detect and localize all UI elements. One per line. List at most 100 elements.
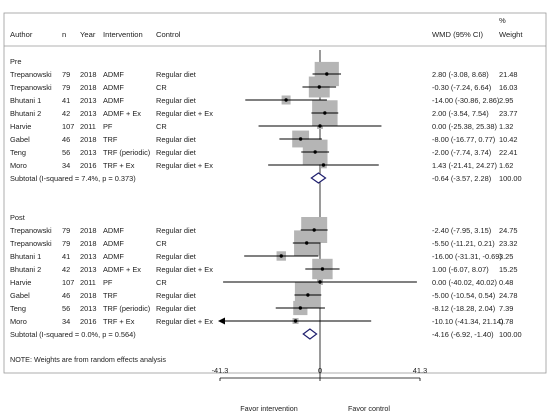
study-control: Regular diet + Ex [156,265,213,274]
study-ci: -0.30 (-7.24, 6.64) [432,83,491,92]
study-intervention: ADMF [103,252,124,261]
study-ci: -5.00 (-10.54, 0.54) [432,291,495,300]
point-estimate [284,98,288,102]
study-weight: 22.41 [499,148,518,157]
study-n: 41 [62,252,70,261]
study-control: Regular diet + Ex [156,317,213,326]
study-n: 46 [62,291,70,300]
subtotal-diamond [310,172,327,184]
study-ci: -8.00 (-16.77, 0.77) [432,135,495,144]
study-weight: 10.42 [499,135,518,144]
study-n: 34 [62,317,70,326]
favor-right-label: Favor control [348,404,390,413]
study-year: 2018 [80,239,96,248]
study-weight: 1.62 [499,161,513,170]
study-ci: -8.12 (-18.28, 2.04) [432,304,495,313]
study-n: 107 [62,122,74,131]
study-year: 2013 [80,252,96,261]
study-weight: 0.48 [499,278,513,287]
study-ci: -10.10 (-41.34, 21.14) [432,317,504,326]
group-label: Post [10,213,25,222]
study-intervention: ADMF + Ex [103,109,141,118]
ci-arrow-left [218,317,225,325]
subtotal-weight: 100.00 [499,330,522,339]
point-estimate [279,254,283,258]
study-author: Bhutani 2 [10,265,41,274]
study-control: Regular diet + Ex [156,161,213,170]
study-year: 2013 [80,96,96,105]
study-author: Moro [10,317,27,326]
point-estimate [317,85,321,89]
labels-layer: Author n Year Intervention Control WMD (… [10,16,523,413]
study-intervention: ADMF [103,96,124,105]
study-ci: 1.43 (-21.41, 24.27) [432,161,497,170]
study-ci: 2.00 (-3.54, 7.54) [432,109,489,118]
study-author: Moro [10,161,27,170]
subtotal-ci: -4.16 (-6.92, -1.40) [432,330,494,339]
point-estimate [312,228,316,232]
study-control: CR [156,83,167,92]
study-year: 2018 [80,70,96,79]
study-control: Regular diet [156,226,196,235]
study-author: Trepanowski [10,226,52,235]
study-ci: 1.00 (-6.07, 8.07) [432,265,489,274]
study-year: 2016 [80,317,96,326]
header-n: n [62,30,66,39]
subtotal-label: Subtotal (I-squared = 0.0%, p = 0.564) [10,330,136,339]
point-estimate [325,72,329,76]
study-control: Regular diet [156,148,196,157]
header-control: Control [156,30,181,39]
header-weight-line1: % [499,16,506,25]
study-control: CR [156,239,167,248]
study-control: CR [156,122,167,131]
study-weight: 24.78 [499,291,518,300]
study-intervention: PF [103,278,113,287]
study-year: 2013 [80,265,96,274]
point-estimate [293,319,298,323]
study-control: CR [156,278,167,287]
note: NOTE: Weights are from random effects an… [10,355,166,364]
study-intervention: PF [103,122,113,131]
study-intervention: TRF (periodic) [103,148,150,157]
study-ci: -2.40 (-7.95, 3.15) [432,226,491,235]
point-estimate [306,293,310,297]
grid-layer [3,12,547,374]
study-author: Bhutani 1 [10,96,41,105]
study-year: 2013 [80,304,96,313]
study-n: 79 [62,83,70,92]
favor-left-label: Favor intervention [240,404,298,413]
x-tick-label: 0 [318,366,322,375]
study-ci: 2.80 (-3.08, 8.68) [432,70,489,79]
subtotal-weight: 100.00 [499,174,522,183]
point-estimate [298,306,303,310]
subtotal-diamond [302,328,318,340]
study-year: 2016 [80,161,96,170]
study-author: Bhutani 1 [10,252,41,261]
header-intervention: Intervention [103,30,143,39]
x-tick-label: -41.3 [212,366,229,375]
study-ci: 0.00 (-40.02, 40.02) [432,278,497,287]
study-weight: 15.25 [499,265,518,274]
header-effect: WMD (95% CI) [432,30,484,39]
point-estimate [323,111,327,115]
study-n: 41 [62,96,70,105]
study-author: Gabel [10,135,30,144]
study-year: 2018 [80,135,96,144]
study-ci: -14.00 (-30.86, 2.86) [432,96,499,105]
study-control: Regular diet + Ex [156,109,213,118]
plot-frame [3,12,547,374]
point-estimate [298,137,303,141]
subtotal-ci: -0.64 (-3.57, 2.28) [432,174,491,183]
study-intervention: TRF + Ex [103,317,135,326]
study-year: 2011 [80,278,96,287]
study-n: 46 [62,135,70,144]
point-estimate [321,163,326,167]
study-control: Regular diet [156,291,196,300]
study-author: Trepanowski [10,70,52,79]
study-year: 2013 [80,109,96,118]
study-control: Regular diet [156,135,196,144]
study-year: 2018 [80,291,96,300]
point-estimate [318,124,322,128]
study-weight: 0.78 [499,317,513,326]
